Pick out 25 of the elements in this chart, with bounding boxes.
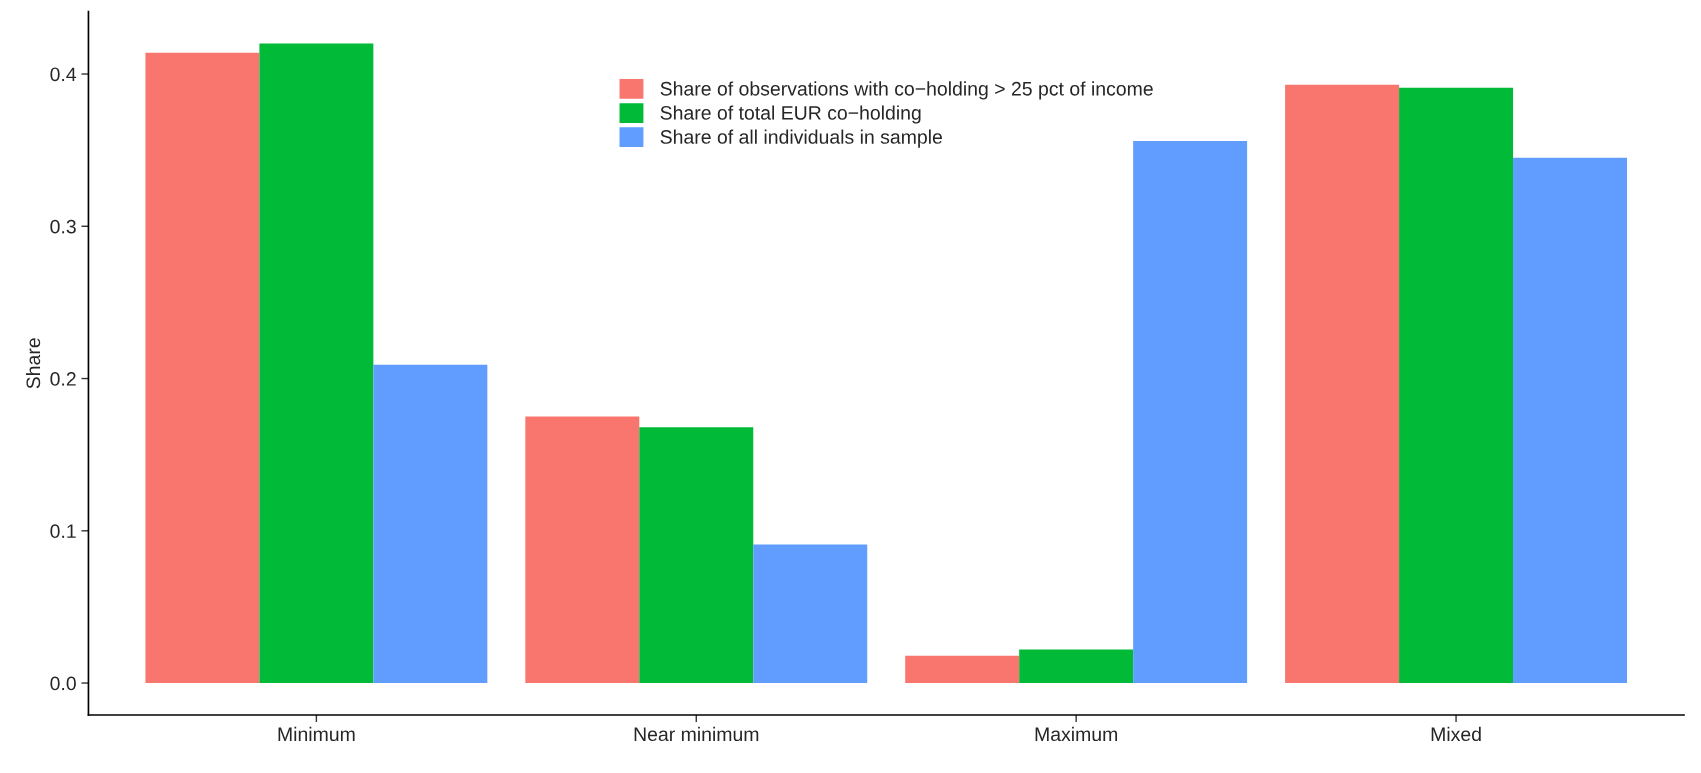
bar xyxy=(1285,84,1400,684)
x-tick-label: Mixed xyxy=(1431,726,1481,742)
bar xyxy=(639,427,754,684)
legend-label: Share of observations with co−holding > 25 pct of income xyxy=(660,81,1153,100)
bar xyxy=(1133,141,1248,684)
bar xyxy=(905,655,1020,684)
bar xyxy=(525,416,640,684)
bar xyxy=(1513,157,1628,684)
y-axis-title: Share xyxy=(25,338,41,389)
y-tick-label: 0.2 xyxy=(50,372,76,386)
legend-label: Share of total EUR co−holding xyxy=(660,105,921,124)
x-tick-label: Minimum xyxy=(278,726,355,742)
bar xyxy=(259,43,374,684)
bar xyxy=(1019,649,1134,684)
x-tick-label: Near minimum xyxy=(634,726,759,742)
bar xyxy=(145,52,260,684)
y-tick-label: 0.0 xyxy=(50,676,76,691)
bar xyxy=(753,544,868,684)
bar xyxy=(373,364,488,684)
y-tick-label: 0.1 xyxy=(50,524,76,539)
x-tick-label: Maximum xyxy=(1035,726,1118,742)
legend-label: Share of all individuals in sample xyxy=(660,129,942,148)
y-tick-label: 0.3 xyxy=(50,219,76,234)
y-tick-label: 0.4 xyxy=(50,67,77,82)
bar xyxy=(1399,87,1514,684)
